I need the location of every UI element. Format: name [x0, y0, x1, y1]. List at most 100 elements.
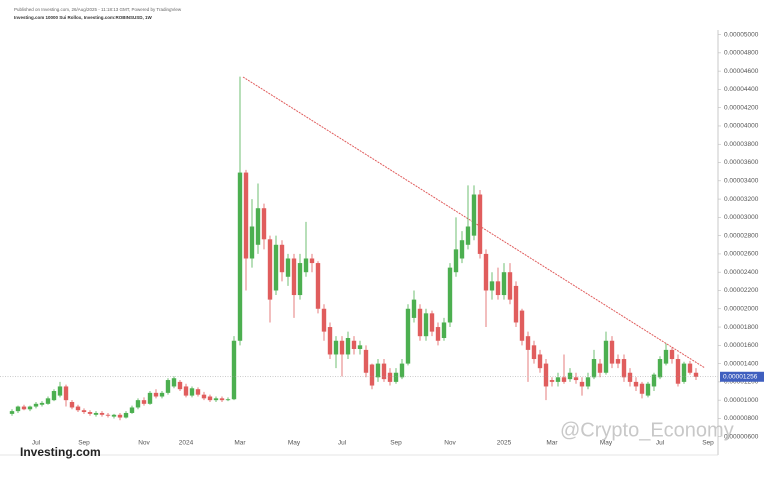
last-price-box — [720, 371, 764, 382]
x-tick-label: Jul — [32, 440, 41, 447]
y-tick-label: 0.00001400 — [724, 360, 759, 367]
candle-body — [195, 389, 201, 395]
candle-body — [543, 363, 549, 387]
candle-body — [183, 386, 189, 396]
candle-body — [27, 406, 33, 410]
y-tick-label: 0.00000800 — [724, 415, 759, 422]
candle-body — [141, 400, 147, 404]
candle-body — [69, 401, 75, 408]
candle-body — [261, 208, 267, 240]
x-tick-label: 2024 — [179, 440, 194, 447]
candle-body — [513, 285, 519, 323]
candle-body — [177, 381, 183, 390]
candle-body — [627, 372, 633, 382]
candle-body — [201, 394, 207, 399]
candle-body — [663, 349, 669, 364]
candle-body — [33, 403, 39, 407]
candle-body — [585, 377, 591, 387]
x-tick-label: May — [600, 440, 613, 447]
candle-body — [609, 340, 615, 364]
y-tick-label: 0.00002000 — [724, 305, 759, 312]
candle-body — [237, 172, 243, 341]
candle-body — [279, 244, 285, 273]
x-tick-label: 2025 — [497, 440, 512, 447]
candle-body — [321, 308, 327, 332]
candle-body — [255, 208, 261, 245]
candle-body — [681, 363, 687, 382]
candle-body — [615, 359, 621, 364]
candle-body — [363, 349, 369, 373]
candle-body — [645, 383, 651, 396]
candle-body — [111, 414, 117, 417]
x-tick-label: Mar — [546, 440, 558, 447]
y-tick-label: 0.00003200 — [724, 196, 759, 203]
candle-body — [345, 338, 351, 355]
candle-body — [651, 374, 657, 387]
candle-body — [207, 396, 213, 401]
x-tick-label: Sep — [390, 440, 402, 447]
candle-body — [117, 414, 123, 418]
candle-body — [519, 310, 525, 341]
candle-body — [273, 244, 279, 291]
last-price-label: 0.00001256 — [723, 373, 758, 380]
candle-body — [375, 363, 381, 378]
candle-body — [189, 388, 195, 396]
candle-body — [15, 406, 21, 412]
candle-body — [441, 322, 447, 339]
candle-body — [123, 412, 129, 418]
candle-body — [387, 372, 393, 382]
candle-body — [495, 281, 501, 296]
candle-body — [339, 340, 345, 355]
candle-body — [405, 308, 411, 364]
candle-body — [327, 327, 333, 355]
y-tick-label: 0.00004800 — [724, 50, 759, 57]
candle-body — [333, 340, 339, 355]
candle-body — [531, 345, 537, 360]
candle-body — [87, 412, 93, 414]
candle-body — [471, 194, 477, 236]
x-tick-label: Jul — [338, 440, 347, 447]
candle-body — [147, 392, 153, 404]
candle-body — [567, 372, 573, 380]
y-tick-label: 0.00004600 — [724, 68, 759, 75]
candle-body — [453, 249, 459, 273]
x-tick-label: May — [288, 440, 301, 447]
candle-body — [555, 377, 561, 382]
candle-body — [39, 402, 45, 405]
candle-body — [249, 226, 255, 259]
candle-body — [231, 340, 237, 400]
candle-body — [303, 258, 309, 273]
candle-body — [351, 340, 357, 349]
y-tick-label: 0.00001800 — [724, 324, 759, 331]
candle-body — [435, 327, 441, 341]
candle-body — [573, 377, 579, 381]
candle-body — [99, 412, 105, 415]
candle-body — [51, 391, 57, 401]
candle-body — [153, 392, 159, 397]
y-tick-label: 0.00001600 — [724, 342, 759, 349]
candle-body — [165, 380, 171, 393]
candle-body — [291, 258, 297, 296]
candle-body — [417, 308, 423, 337]
candle-body — [657, 359, 663, 378]
y-tick-label: 0.00002600 — [724, 251, 759, 258]
x-tick-label: Nov — [138, 440, 150, 447]
candle-body — [501, 272, 507, 296]
candle-body — [489, 281, 495, 291]
candle-body — [603, 340, 609, 373]
candle-body — [225, 399, 231, 401]
candle-body — [159, 392, 165, 397]
candle-body — [393, 372, 399, 382]
candle-body — [621, 359, 627, 378]
x-tick-label: Mar — [234, 440, 246, 447]
x-tick-label: Sep — [702, 440, 714, 447]
candle-body — [309, 258, 315, 264]
candle-body — [423, 313, 429, 337]
candle-body — [285, 258, 291, 277]
candle-body — [459, 240, 465, 259]
candle-body — [129, 407, 135, 413]
candle-body — [465, 226, 471, 245]
candle-body — [477, 194, 483, 254]
y-tick-label: 0.00002200 — [724, 287, 759, 294]
